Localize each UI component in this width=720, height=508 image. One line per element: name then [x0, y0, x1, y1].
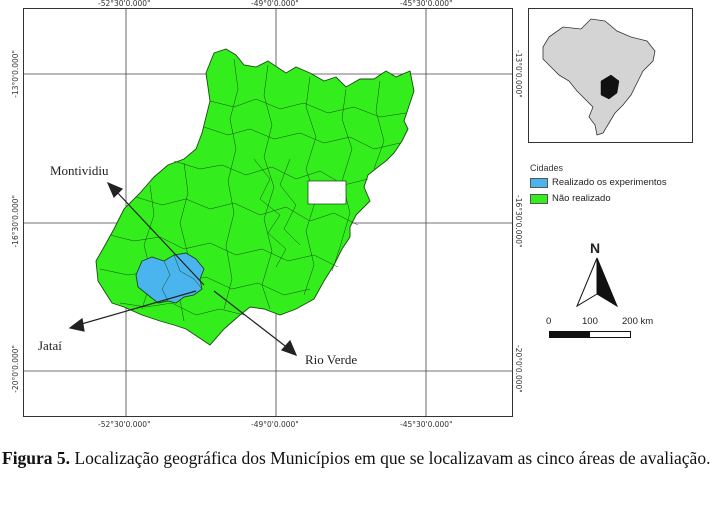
north-label: N — [590, 240, 601, 256]
tick-top-3: -45°30'0.000" — [400, 0, 453, 8]
label-montividiu: Montividiu — [50, 163, 109, 178]
tick-left-3: -20°0'0.000" — [11, 345, 20, 393]
tick-left-2: -16°30'0.000" — [11, 195, 20, 248]
legend-title: Cidades — [530, 163, 564, 173]
legend-label-realized: Realizado os experimentos — [552, 177, 667, 188]
figure-caption: Figura 5. Localização geográfica dos Mun… — [2, 442, 714, 474]
legend-item-realized: Realizado os experimentos — [530, 177, 667, 188]
tick-top-1: -52°30'0.000" — [98, 0, 151, 8]
city-arrows — [68, 181, 298, 357]
goias-map — [24, 9, 512, 416]
north-arrow-icon — [575, 257, 619, 308]
tick-top-2: -49°0'0.000" — [251, 0, 299, 8]
rio-verde-arrowhead — [280, 339, 298, 357]
rio-verde-arrow — [213, 290, 290, 350]
legend-swatch-realized — [530, 177, 548, 188]
main-map-frame — [23, 8, 513, 417]
tick-bottom-3: -45°30'0.000" — [400, 420, 453, 429]
realized-borders — [161, 254, 203, 302]
tick-right-3: -20°0'0.000" — [514, 345, 523, 393]
montividiu-arrowhead — [106, 181, 124, 199]
tick-left-1: -13°0'0.000" — [11, 50, 20, 98]
realized-municipalities — [135, 252, 205, 304]
brazil-inset-map — [528, 8, 693, 143]
federal-district-area — [307, 180, 347, 205]
scale-bar — [549, 331, 631, 338]
label-rio-verde: Rio Verde — [305, 352, 358, 367]
state-goias — [95, 48, 415, 346]
brazil-shape — [542, 18, 656, 136]
label-jatai: Jataí — [38, 338, 62, 353]
scale-bar-light — [590, 332, 630, 337]
legend-label-not-realized: Não realizado — [552, 193, 611, 204]
tick-right-1: -13°0'0.000" — [514, 50, 523, 98]
scale-label-200: 200 km — [622, 316, 654, 327]
caption-text: Localização geográfica dos Municípios em… — [70, 448, 711, 468]
legend-swatch-not-realized — [530, 193, 548, 204]
tick-bottom-2: -49°0'0.000" — [251, 420, 299, 429]
goias-highlight — [600, 74, 620, 100]
scale-bar-dark — [550, 332, 590, 337]
jatai-arrow — [77, 290, 197, 326]
scale-label-0: 0 — [546, 316, 552, 327]
scale-label-100: 100 — [582, 316, 598, 327]
jatai-arrowhead — [68, 317, 85, 332]
tick-bottom-1: -52°30'0.000" — [98, 420, 151, 429]
tick-right-2: -16°30'0.000" — [514, 195, 523, 248]
caption-label: Figura 5. — [2, 448, 71, 468]
legend-item-not-realized: Não realizado — [530, 193, 611, 204]
montividiu-arrow — [113, 188, 205, 286]
